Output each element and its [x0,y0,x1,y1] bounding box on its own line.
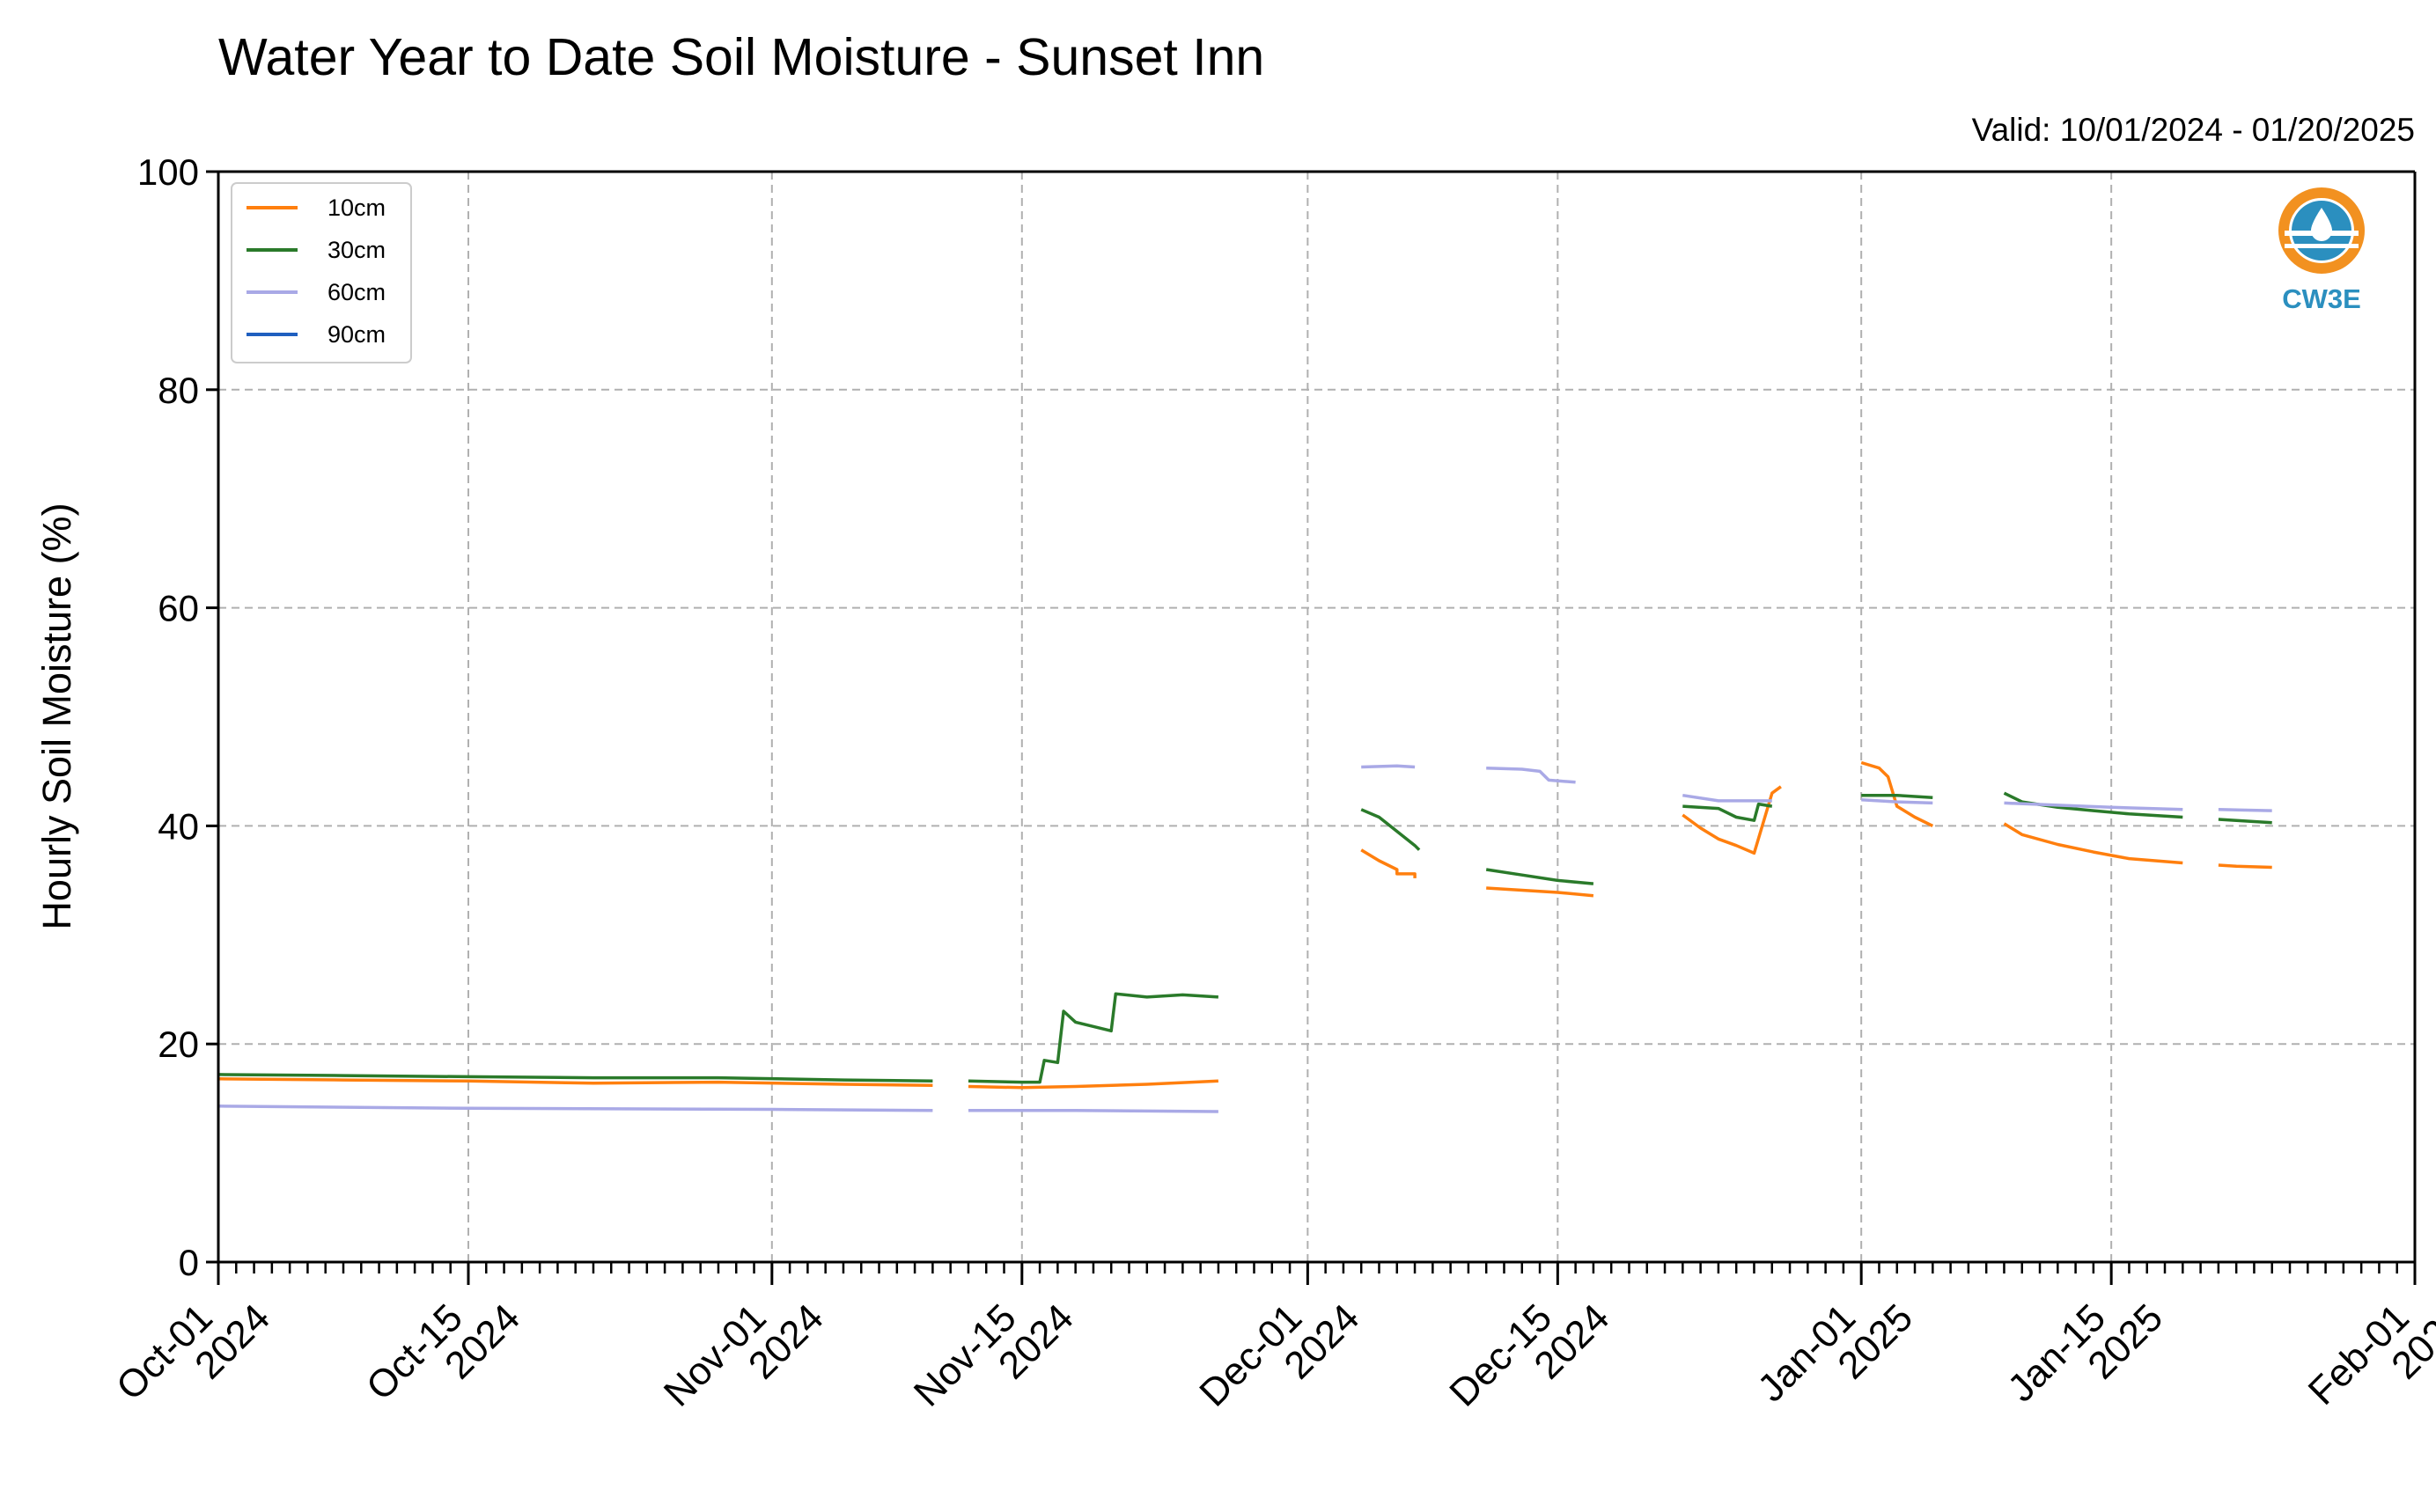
series-60cm [217,764,2272,1113]
axes [217,170,2417,1264]
logo-wave-bottom [2285,244,2359,248]
water-drop-icon [2311,208,2332,241]
series-line [1682,802,1773,822]
plot-area [217,760,2272,1113]
series-line [1486,766,1576,784]
legend-entry: 60cm [327,279,386,305]
y-tick-label: 0 [179,1242,199,1283]
y-tick-label: 20 [158,1024,199,1065]
series-line [1861,793,1933,799]
series-line [2003,791,2183,819]
series-line [1486,886,1594,898]
legend-entry: 30cm [327,237,386,263]
series-line [2004,801,2183,811]
y-tick-label: 80 [158,370,199,411]
series-line [1682,785,1782,855]
legend-entry: 10cm [327,195,386,221]
chart-subtitle: Valid: 10/01/2024 - 01/20/2025 [1972,112,2415,148]
legend-box [231,182,412,363]
y-tick-label: 100 [137,151,199,193]
series-line [1360,848,1417,878]
grid [218,172,2415,1262]
y-tick-label: 40 [158,805,199,847]
series-line [2218,808,2272,812]
series-line [1360,808,1421,851]
y-tick-label: 60 [158,588,199,629]
y-axis: 0 20 40 60 80 100 [137,151,218,1283]
series-line [1860,760,1934,827]
logo-label: CW3E [2282,283,2361,314]
legend: 10cm 30cm 60cm 90cm [231,182,412,363]
series-10cm [217,760,2272,1090]
series-line [2218,863,2272,870]
series-30cm [217,791,2272,1084]
series-line [968,1079,1218,1090]
series-line [2003,822,2183,865]
series-line [1485,868,1594,885]
cw3e-logo: CW3E [2278,187,2365,314]
series-line [1861,797,1933,805]
series-line [2218,818,2272,825]
legend-entry: 90cm [327,321,386,348]
series-line [217,1105,933,1112]
series-line [1682,793,1772,803]
series-line [968,992,1219,1084]
series-line [217,1077,933,1088]
logo-ring [2278,187,2365,274]
series-line [217,1073,933,1083]
series-line [968,1109,1218,1113]
chart-title: Water Year to Date Soil Moisture - Sunse… [218,28,1264,86]
y-axis-label: Hourly Soil Moisture (%) [34,503,79,929]
series-line [1361,764,1416,769]
